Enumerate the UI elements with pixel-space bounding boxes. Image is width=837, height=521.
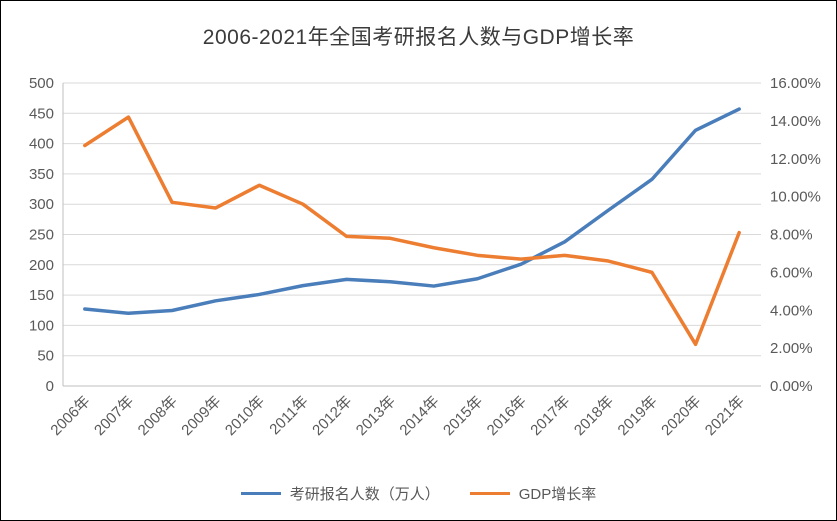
x-axis-tick-label: 2013年: [353, 393, 399, 439]
legend-item-registrations[interactable]: 考研报名人数（万人）: [240, 483, 440, 504]
x-axis-tick-label: 2019年: [615, 393, 661, 439]
series-line-1: [83, 107, 741, 316]
chart-title: 2006-2021年全国考研报名人数与GDP增长率: [202, 26, 635, 49]
legend: 考研报名人数（万人） GDP增长率: [1, 483, 836, 504]
right-axis-tick-label: 10.00%: [770, 189, 821, 206]
left-axis-tick-label: 450: [29, 105, 54, 122]
series2-line-swatch: [469, 492, 510, 495]
series1-line-swatch: [240, 492, 281, 495]
x-axis-tick-label: 2015年: [440, 393, 486, 439]
x-axis-tick-label: 2014年: [396, 393, 442, 439]
left-axis-tick-label: 200: [29, 257, 54, 274]
x-axis-tick-label: 2006年: [47, 393, 93, 439]
x-axis-tick-label: 2008年: [135, 393, 181, 439]
left-axis-tick-label: 500: [29, 75, 54, 92]
x-axis-tick-label: 2012年: [309, 393, 355, 439]
x-axis-tick-label: 2010年: [222, 393, 268, 439]
left-axis-tick-label: 50: [37, 348, 54, 365]
left-axis-tick-label: 350: [29, 166, 54, 183]
legend-item-gdp-growth[interactable]: GDP增长率: [469, 483, 597, 504]
right-axis-tick-label: 4.00%: [770, 302, 813, 319]
x-axis-tick-label: 2011年: [266, 393, 311, 438]
x-axis-tick-label: 2017年: [527, 393, 573, 439]
legend-label-gdp-growth: GDP增长率: [518, 486, 597, 503]
left-axis-tick-label: 100: [29, 317, 54, 334]
left-axis-tick-label: 150: [29, 287, 54, 304]
x-axis-tick-label: 2021年: [702, 393, 748, 439]
right-axis-tick-label: 12.00%: [770, 151, 821, 168]
left-axis-tick-label: 400: [29, 136, 54, 153]
x-axis-tick-label: 2016年: [484, 393, 530, 439]
right-axis-tick-label: 16.00%: [770, 75, 821, 92]
x-axis-tick-label: 2020年: [658, 393, 704, 439]
left-axis-tick-label: 0: [46, 378, 54, 395]
right-axis-tick-label: 14.00%: [770, 113, 821, 130]
right-axis-tick-label: 6.00%: [770, 264, 813, 281]
left-axis-tick-label: 250: [29, 227, 54, 244]
left-axis-tick-label: 300: [29, 196, 54, 213]
x-axis-tick-label: 2018年: [571, 393, 617, 439]
series-line-2: [83, 115, 741, 347]
legend-label-registrations: 考研报名人数（万人）: [289, 486, 440, 503]
right-axis-tick-label: 2.00%: [770, 340, 813, 357]
x-axis-tick-label: 2007年: [91, 393, 137, 439]
right-axis-tick-label: 8.00%: [770, 227, 813, 244]
right-axis-tick-label: 0.00%: [770, 378, 813, 395]
x-axis-tick-label: 2009年: [178, 393, 224, 439]
